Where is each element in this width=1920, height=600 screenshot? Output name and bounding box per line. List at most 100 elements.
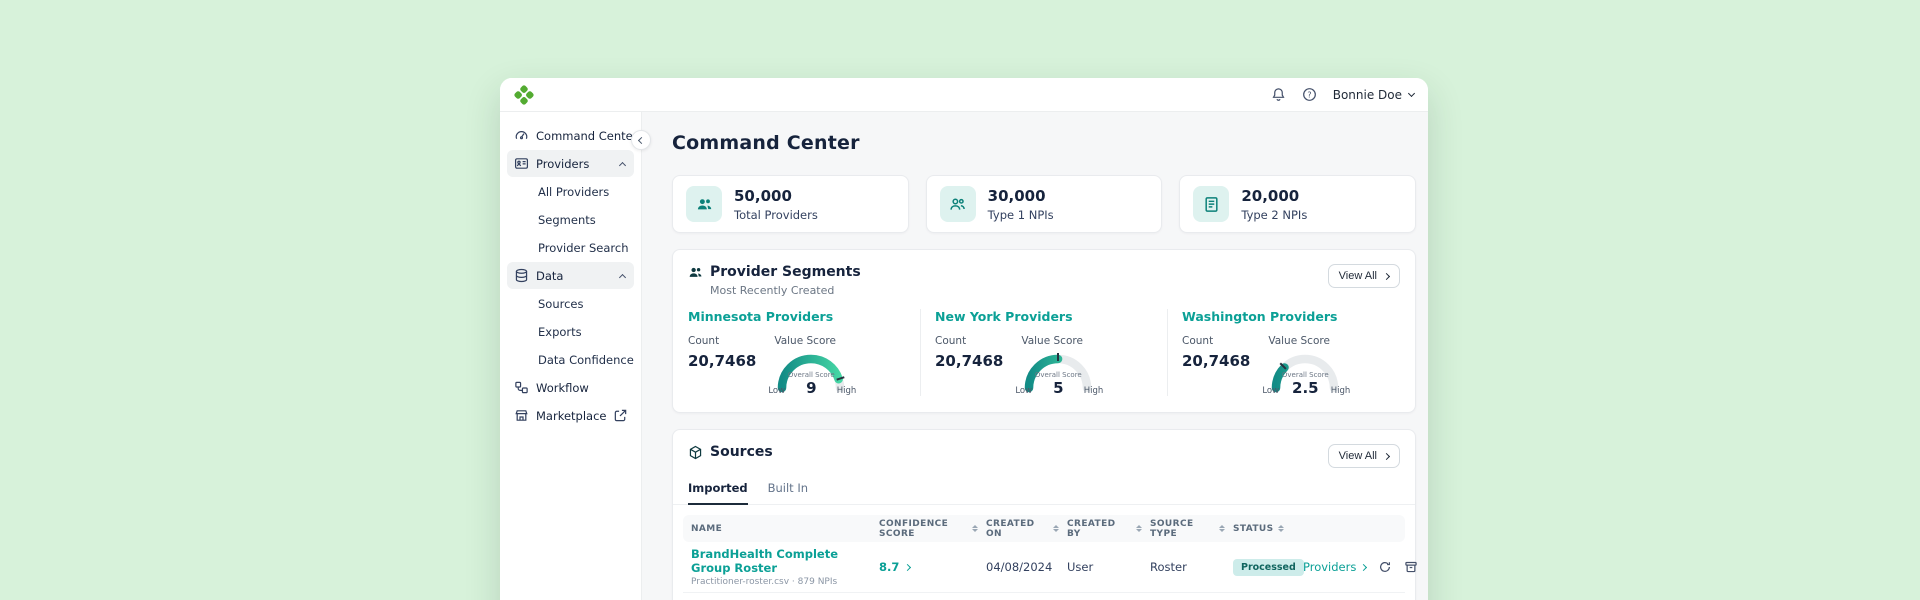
stat-label: Type 2 NPIs: [1241, 207, 1308, 222]
column-header-source-type[interactable]: SOURCE TYPE: [1142, 519, 1225, 539]
app-window: ? Bonnie Doe Command Center: [500, 78, 1428, 600]
segments-view-all-button[interactable]: View All: [1327, 264, 1400, 288]
value-score-gauge: Overall Score 5 Low High: [1015, 350, 1103, 397]
user-menu[interactable]: Bonnie Doe: [1332, 87, 1416, 102]
sidebar-item-segments[interactable]: Segments: [538, 212, 596, 227]
source-name-link[interactable]: BrandHealth Complete Group Roster: [691, 547, 839, 575]
column-header-created-by[interactable]: CREATED BY: [1059, 519, 1142, 539]
column-label: CONFIDENCE SCORE: [879, 518, 949, 539]
count-label: Count: [688, 335, 720, 347]
people-icon: [686, 186, 722, 222]
sidebar-item-sources[interactable]: Sources: [538, 296, 584, 311]
sidebar: Command Center Providers All Providers S…: [500, 112, 651, 600]
segment-card-washington: Washington Providers Count 20,7468 Value…: [1168, 309, 1400, 397]
sort-icon: [1277, 524, 1284, 533]
value-score-gauge: Overall Score 2.5 Low High: [1262, 350, 1350, 397]
providers-link[interactable]: Providers: [1303, 560, 1368, 574]
page-title: Command Center: [672, 132, 860, 154]
provider-segments-panel: Provider Segments Most Recently Created …: [672, 249, 1416, 413]
top-bar: ? Bonnie Doe: [500, 78, 1428, 112]
tab-built-in[interactable]: Built In: [767, 481, 809, 495]
status-badge: Processed: [1233, 558, 1304, 576]
table-header: NAME CONFIDENCE SCORE CREATED ON CREATED…: [683, 515, 1405, 542]
chevron-up-icon: [618, 161, 627, 169]
marketplace-icon: [515, 410, 528, 421]
sidebar-item-provider-search[interactable]: Provider Search: [538, 240, 629, 255]
overall-score-label: Overall Score: [1281, 371, 1329, 379]
chevron-right-icon: [1360, 563, 1368, 571]
sidebar-item-marketplace[interactable]: Marketplace: [507, 402, 634, 429]
confidence-score-link[interactable]: 8.7: [879, 560, 978, 574]
chevron-down-icon: [1407, 89, 1416, 97]
sidebar-item-label: Providers: [536, 156, 590, 171]
sidebar-item-label: Marketplace: [536, 408, 607, 423]
value-score-label: Value Score: [1268, 335, 1330, 347]
source-name-link[interactable]: Pinnacle Medical Group Roster: [691, 598, 871, 600]
column-header-name[interactable]: NAME: [683, 524, 871, 534]
gauge-low-label: Low: [1015, 386, 1033, 396]
column-label: STATUS: [1233, 523, 1274, 534]
people-icon: [688, 265, 703, 280]
column-header-status[interactable]: STATUS: [1225, 524, 1295, 534]
count-value: 20,7468: [688, 352, 757, 370]
created-by-cell: User: [1067, 560, 1094, 574]
value-score-gauge: Overall Score 9 Low High: [768, 350, 856, 397]
chevron-up-icon: [618, 273, 627, 281]
count-label: Count: [1182, 335, 1214, 347]
sidebar-item-data-confidence[interactable]: Data Confidence: [538, 352, 634, 367]
stat-card-type1-npis: 30,000 Type 1 NPIs: [925, 175, 1163, 233]
view-all-label: View All: [1338, 270, 1377, 282]
segment-name-link[interactable]: New York Providers: [935, 309, 1073, 324]
sidebar-item-data[interactable]: Data: [507, 262, 634, 289]
external-link-icon: [615, 409, 627, 422]
gauge-high-label: High: [1083, 386, 1104, 396]
gauge-low-label: Low: [768, 386, 786, 396]
gauge-high-label: High: [836, 386, 857, 396]
workflow-icon: [515, 381, 528, 394]
segment-name-link[interactable]: Minnesota Providers: [688, 309, 834, 324]
help-icon[interactable]: ?: [1302, 87, 1317, 102]
segment-name-link[interactable]: Washington Providers: [1182, 309, 1338, 324]
sort-icon: [1136, 524, 1142, 533]
sources-view-all-button[interactable]: View All: [1327, 444, 1400, 468]
sidebar-item-providers[interactable]: Providers: [507, 150, 634, 177]
sort-icon: [1053, 524, 1059, 533]
gauge-high-label: High: [1330, 386, 1351, 396]
command-center-icon: [515, 131, 528, 140]
app-logo-icon[interactable]: [514, 84, 534, 105]
sidebar-item-all-providers[interactable]: All Providers: [538, 184, 610, 199]
table-row: Pinnacle Medical Group Roster 6.6 04/08/…: [683, 593, 1405, 600]
chevron-right-icon: [1382, 452, 1391, 460]
sort-icon: [972, 524, 978, 533]
stat-card-type2-npis: 20,000 Type 2 NPIs: [1179, 175, 1417, 233]
sidebar-item-exports[interactable]: Exports: [538, 324, 582, 339]
sidebar-collapse-button[interactable]: [631, 130, 651, 150]
column-header-created-on[interactable]: CREATED ON: [978, 519, 1059, 539]
sidebar-item-label: Data: [536, 268, 564, 283]
sidebar-item-workflow[interactable]: Workflow: [507, 374, 634, 401]
segments-title: Provider Segments: [710, 264, 861, 280]
bell-icon[interactable]: [1271, 87, 1286, 102]
archive-icon[interactable]: [1404, 560, 1418, 574]
package-icon: [688, 445, 703, 460]
overall-score-label: Overall Score: [787, 371, 835, 379]
source-subtitle: Practitioner-roster.csv · 879 NPIs: [691, 577, 838, 587]
segments-subtitle: Most Recently Created: [710, 284, 835, 297]
stat-card-total-providers: 50,000 Total Providers: [672, 175, 909, 233]
gauge-low-label: Low: [1262, 386, 1280, 396]
count-value: 20,7468: [1182, 352, 1251, 370]
sources-panel: Sources View All Imported Built In NAME: [672, 429, 1418, 600]
stats-row: 50,000 Total Providers 30,000 Type 1 NPI…: [672, 175, 1417, 233]
chevron-right-icon: [904, 563, 912, 571]
user-name: Bonnie Doe: [1332, 87, 1402, 102]
sidebar-item-command-center[interactable]: Command Center: [507, 122, 637, 149]
chevron-right-icon: [1382, 272, 1391, 280]
tab-imported[interactable]: Imported: [688, 481, 748, 505]
column-label: NAME: [691, 523, 723, 534]
sort-icon: [1219, 524, 1225, 533]
stat-label: Total Providers: [734, 207, 818, 222]
refresh-icon[interactable]: [1378, 560, 1392, 574]
overall-score-label: Overall Score: [1034, 371, 1082, 379]
svg-text:?: ?: [1307, 90, 1311, 99]
column-header-confidence-score[interactable]: CONFIDENCE SCORE: [871, 519, 978, 539]
